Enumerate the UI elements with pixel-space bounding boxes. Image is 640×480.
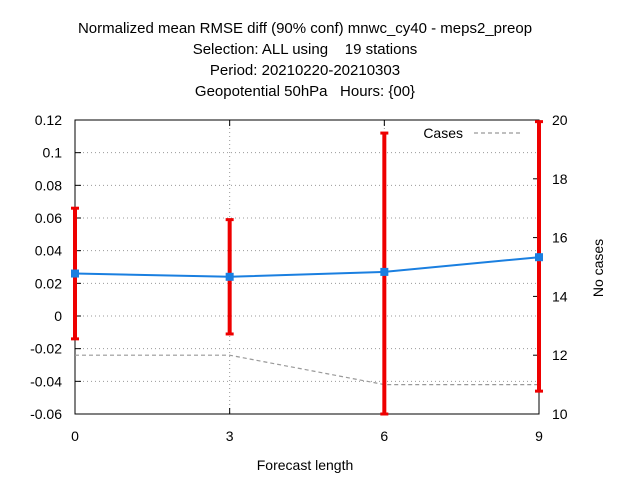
series-line-rmse-diff (74, 256, 540, 278)
data-point (380, 267, 389, 276)
legend-label-cases: Cases (423, 125, 463, 141)
title-line-1: Normalized mean RMSE diff (90% conf) mnw… (77, 20, 533, 37)
x-tick-label: 6 (380, 428, 388, 444)
y2-tick-label: 12 (552, 347, 568, 363)
y-tick-label: 0.06 (35, 210, 62, 226)
y2-tick-label: 14 (552, 288, 568, 304)
data-series (71, 120, 543, 416)
x-axis-label: Forecast length (257, 457, 354, 473)
y-tick-label: -0.06 (30, 406, 62, 422)
title-line-2: Selection: ALL using 19 stations (192, 41, 418, 58)
chart-title: Normalized mean RMSE diff (90% conf) mnw… (0, 18, 610, 102)
y-tick-label: 0.12 (35, 112, 62, 128)
x-tick-label: 3 (226, 428, 234, 444)
y-tick-label: -0.02 (30, 341, 62, 357)
data-point (71, 269, 79, 278)
data-point (225, 272, 234, 281)
y-tick-label: 0.1 (43, 145, 63, 161)
y2-tick-label: 18 (552, 171, 568, 187)
y2-axis-label: No cases (590, 239, 606, 297)
y2-tick-label: 16 (552, 230, 568, 246)
legend: Cases (423, 125, 523, 141)
data-point (535, 253, 543, 262)
title-line-3: Period: 20210220-20210303 (209, 62, 401, 79)
axis-ticks: -0.06 -0.04 -0.02 0 0.02 0.04 0.06 0.08 0.1 0.12 1… (30, 112, 568, 444)
series-line-cases (75, 354, 539, 386)
y-tick-label: -0.04 (30, 373, 62, 389)
x-tick-label: 0 (71, 428, 79, 444)
title-line-4: Geopotential 50hPa Hours: {00} (194, 83, 416, 100)
y-tick-label: 0.04 (35, 243, 62, 259)
y-tick-label: 0.08 (35, 177, 62, 193)
y-tick-label: 0.02 (35, 275, 62, 291)
y-tick-label: 0 (54, 308, 62, 324)
y2-tick-label: 20 (552, 112, 568, 128)
x-tick-label: 9 (535, 428, 543, 444)
y2-tick-label: 10 (552, 406, 568, 422)
